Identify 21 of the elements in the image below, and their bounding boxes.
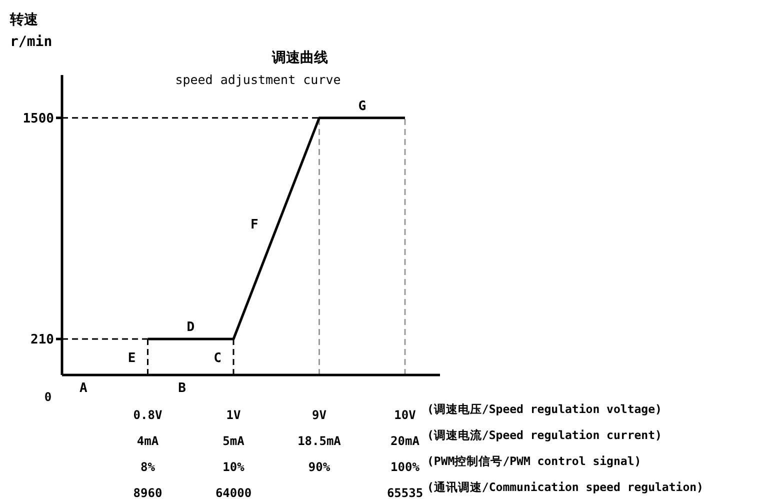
y-tick-label: 210 (30, 332, 54, 348)
annotation: E (128, 351, 136, 366)
text: (调速电压/Speed regulation voltage) (427, 402, 662, 416)
text: (通讯调速/Communication speed regulation) (427, 480, 704, 494)
annotation: F (250, 217, 258, 232)
y-axis-title: 转速 r/min (9, 12, 52, 50)
annotation: G (358, 98, 366, 114)
x-tick-label: 0 (44, 390, 52, 404)
chart-subtitle: speed adjustment curve (175, 72, 341, 87)
chart-title: 调速曲线 (271, 50, 328, 66)
annotation: D (186, 320, 195, 335)
y-tick-label: 1500 (22, 111, 54, 126)
x-tick-label: 0.8V 4mA 8% 8960 (133, 408, 162, 499)
x-tick-label: 1V 5mA 10% 64000 (215, 408, 252, 499)
x-tick-label: 9V 18.5mA 90% (298, 408, 342, 474)
x-tick-label: 10V 20mA 100% 65535 (386, 408, 424, 499)
text: A (80, 381, 88, 396)
text: B (178, 381, 186, 396)
text: (调速电流/Speed regulation current) (427, 428, 662, 442)
text: (PWM控制信号/PWM control signal) (427, 454, 642, 468)
annotation: C (214, 351, 222, 366)
